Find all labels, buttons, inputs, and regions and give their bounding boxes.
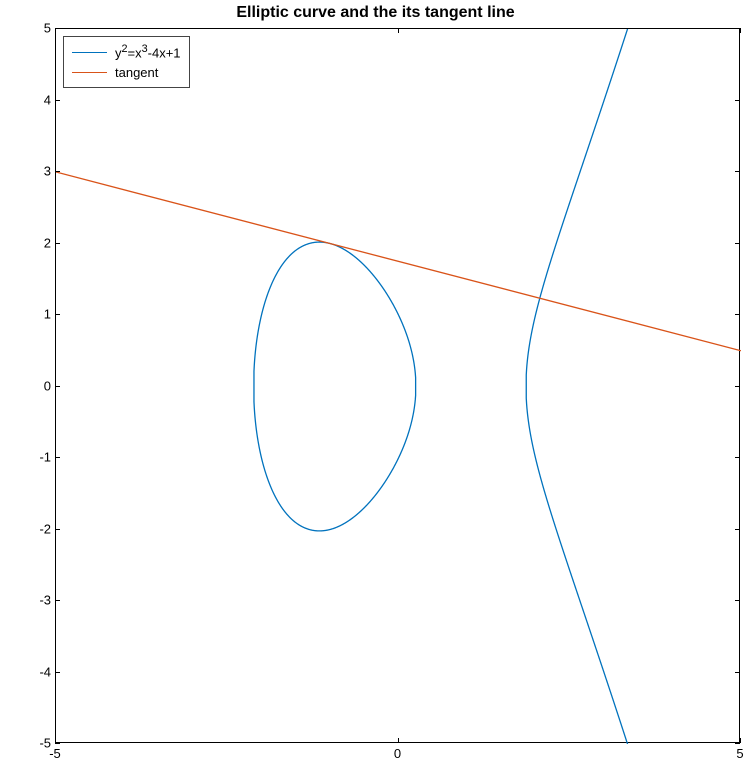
y-tick-label: -3 — [39, 593, 51, 608]
x-tick-label: -5 — [49, 746, 61, 761]
y-tick-label: 5 — [44, 21, 51, 36]
tangent-line — [56, 172, 741, 351]
legend-line-curve — [72, 52, 107, 53]
x-tick-label: 5 — [736, 746, 743, 761]
legend: y2=x3-4x+1 tangent — [63, 36, 190, 88]
plot-area — [55, 28, 740, 743]
y-tick-label: 0 — [44, 378, 51, 393]
y-tick-label: 1 — [44, 307, 51, 322]
y-tick-label: -4 — [39, 664, 51, 679]
x-tick-label: 0 — [394, 746, 401, 761]
plot-svg — [56, 29, 741, 744]
legend-row-curve: y2=x3-4x+1 — [72, 42, 181, 62]
y-tick-label: -1 — [39, 450, 51, 465]
y-tick-label: 4 — [44, 92, 51, 107]
chart-container: Elliptic curve and the its tangent line … — [0, 0, 751, 771]
y-tick-label: -2 — [39, 521, 51, 536]
curve-path — [526, 29, 741, 744]
y-tick-label: 2 — [44, 235, 51, 250]
curve-path — [254, 242, 416, 531]
chart-title: Elliptic curve and the its tangent line — [0, 4, 751, 22]
legend-line-tangent — [72, 72, 107, 73]
legend-label-curve: y2=x3-4x+1 — [115, 43, 181, 60]
legend-row-tangent: tangent — [72, 62, 181, 82]
legend-label-tangent: tangent — [115, 65, 158, 80]
y-tick-label: 3 — [44, 164, 51, 179]
